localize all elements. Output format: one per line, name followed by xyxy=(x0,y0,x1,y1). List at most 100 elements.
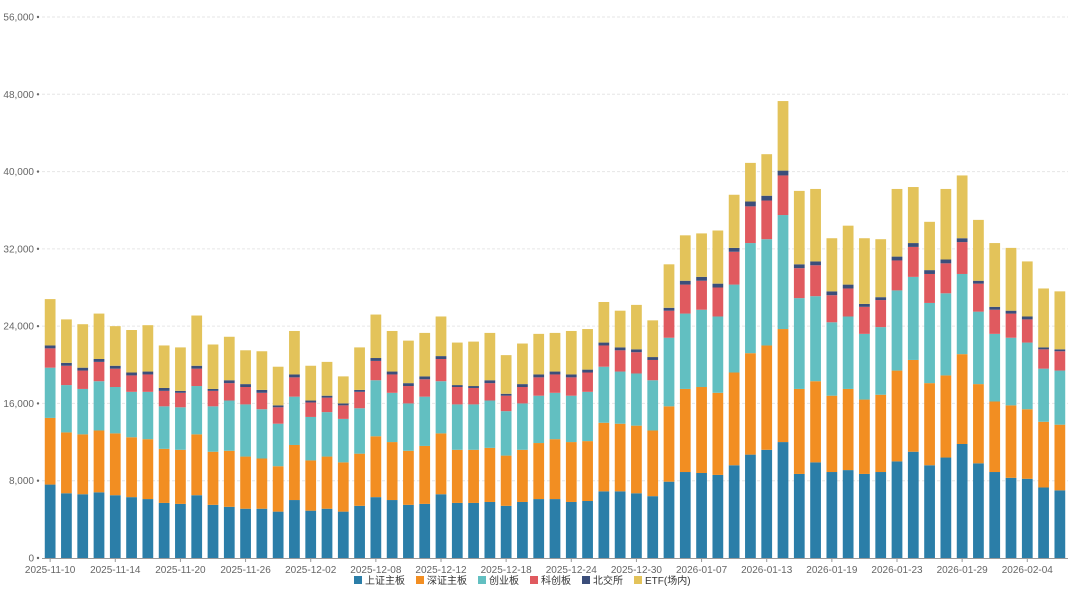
bar-segment-2[interactable] xyxy=(272,423,284,467)
bar-segment-1[interactable] xyxy=(289,444,300,501)
bar-segment-4[interactable] xyxy=(549,371,561,375)
bar-segment-2[interactable] xyxy=(826,322,838,396)
bar-segment-3[interactable] xyxy=(761,200,773,240)
bar-segment-3[interactable] xyxy=(989,309,1001,334)
bar-segment-3[interactable] xyxy=(907,246,919,277)
bar-segment-4[interactable] xyxy=(712,283,724,288)
bar-segment-0[interactable] xyxy=(93,492,105,558)
bar-segment-4[interactable] xyxy=(175,390,186,393)
bar-segment-5[interactable] xyxy=(533,333,545,375)
bar-segment-2[interactable] xyxy=(842,316,854,389)
bar-segment-3[interactable] xyxy=(696,280,707,310)
bar-segment-3[interactable] xyxy=(175,392,186,408)
bar-segment-3[interactable] xyxy=(305,402,317,417)
bar-segment-5[interactable] xyxy=(207,344,219,389)
bar-segment-5[interactable] xyxy=(386,330,398,372)
bar-segment-2[interactable] xyxy=(93,381,105,431)
bar-segment-0[interactable] xyxy=(973,463,984,558)
bar-segment-0[interactable] xyxy=(451,502,463,558)
bar-segment-0[interactable] xyxy=(842,470,854,558)
bar-segment-2[interactable] xyxy=(44,367,56,418)
bar-segment-1[interactable] xyxy=(647,430,659,497)
bar-segment-0[interactable] xyxy=(940,457,952,558)
bar-segment-1[interactable] xyxy=(810,381,821,463)
bar-segment-0[interactable] xyxy=(142,499,154,558)
bar-segment-4[interactable] xyxy=(61,362,72,366)
bar-segment-5[interactable] xyxy=(614,310,626,348)
bar-segment-1[interactable] xyxy=(142,439,154,500)
bar-segment-2[interactable] xyxy=(679,313,691,389)
bar-segment-4[interactable] xyxy=(565,374,577,378)
bar-segment-4[interactable] xyxy=(109,365,121,369)
bar-segment-2[interactable] xyxy=(696,309,707,388)
bar-segment-0[interactable] xyxy=(907,451,919,558)
bar-segment-3[interactable] xyxy=(582,372,593,392)
bar-segment-1[interactable] xyxy=(61,432,72,494)
bar-segment-0[interactable] xyxy=(875,472,887,558)
bar-segment-4[interactable] xyxy=(924,270,935,274)
bar-segment-0[interactable] xyxy=(517,501,528,558)
bar-segment-1[interactable] xyxy=(565,442,577,502)
bar-segment-4[interactable] xyxy=(582,369,593,373)
bar-segment-5[interactable] xyxy=(549,332,561,372)
bar-segment-0[interactable] xyxy=(679,472,691,558)
bar-segment-0[interactable] xyxy=(223,506,235,558)
legend-item-4[interactable]: 北交所 xyxy=(582,574,623,587)
bar-segment-2[interactable] xyxy=(598,366,610,423)
bar-segment-1[interactable] xyxy=(859,399,870,474)
bar-segment-4[interactable] xyxy=(859,303,870,307)
bar-segment-0[interactable] xyxy=(240,508,251,558)
bar-segment-4[interactable] xyxy=(451,385,463,387)
bar-segment-4[interactable] xyxy=(1021,316,1033,320)
bar-segment-0[interactable] xyxy=(989,472,1001,558)
bar-segment-3[interactable] xyxy=(745,206,756,244)
bar-segment-3[interactable] xyxy=(842,288,854,317)
bar-segment-1[interactable] xyxy=(354,453,365,506)
bar-segment-2[interactable] xyxy=(875,327,887,395)
bar-segment-4[interactable] xyxy=(679,280,691,285)
bar-segment-4[interactable] xyxy=(810,261,821,266)
bar-segment-3[interactable] xyxy=(109,368,121,388)
bar-segment-3[interactable] xyxy=(1038,349,1049,369)
bar-segment-2[interactable] xyxy=(533,395,545,444)
bar-segment-1[interactable] xyxy=(907,359,919,452)
bar-segment-2[interactable] xyxy=(484,400,496,448)
bar-segment-3[interactable] xyxy=(191,368,203,387)
bar-segment-1[interactable] xyxy=(44,417,56,485)
bar-segment-0[interactable] xyxy=(386,500,398,558)
bar-segment-1[interactable] xyxy=(761,345,773,450)
bar-segment-5[interactable] xyxy=(973,219,984,281)
bar-segment-4[interactable] xyxy=(598,342,610,346)
bar-segment-0[interactable] xyxy=(44,484,56,558)
bar-segment-5[interactable] xyxy=(337,376,349,404)
bar-segment-5[interactable] xyxy=(875,239,887,298)
bar-segment-3[interactable] xyxy=(44,348,56,368)
bar-segment-0[interactable] xyxy=(435,494,447,558)
bar-segment-2[interactable] xyxy=(142,391,154,440)
bar-segment-3[interactable] xyxy=(679,284,691,314)
bar-segment-1[interactable] xyxy=(468,449,479,503)
bar-segment-3[interactable] xyxy=(924,273,935,303)
bar-segment-5[interactable] xyxy=(679,235,691,281)
bar-segment-5[interactable] xyxy=(158,345,170,388)
bar-segment-4[interactable] xyxy=(289,374,300,378)
bar-segment-3[interactable] xyxy=(435,358,447,382)
bar-segment-0[interactable] xyxy=(305,510,317,558)
bar-segment-4[interactable] xyxy=(256,389,268,393)
bar-segment-4[interactable] xyxy=(1038,347,1049,350)
bar-segment-4[interactable] xyxy=(142,371,154,375)
bar-segment-4[interactable] xyxy=(940,259,952,264)
bar-segment-5[interactable] xyxy=(956,175,968,239)
bar-segment-1[interactable] xyxy=(451,449,463,503)
bar-segment-2[interactable] xyxy=(712,316,724,393)
bar-segment-1[interactable] xyxy=(256,458,268,509)
bar-segment-1[interactable] xyxy=(93,430,105,493)
bar-segment-5[interactable] xyxy=(696,233,707,277)
bar-segment-5[interactable] xyxy=(419,332,431,377)
bar-segment-0[interactable] xyxy=(468,502,479,558)
bar-segment-5[interactable] xyxy=(891,188,903,257)
bar-segment-0[interactable] xyxy=(647,496,659,558)
bar-segment-0[interactable] xyxy=(598,491,610,558)
bar-segment-4[interactable] xyxy=(240,384,251,388)
bar-segment-0[interactable] xyxy=(289,500,300,558)
